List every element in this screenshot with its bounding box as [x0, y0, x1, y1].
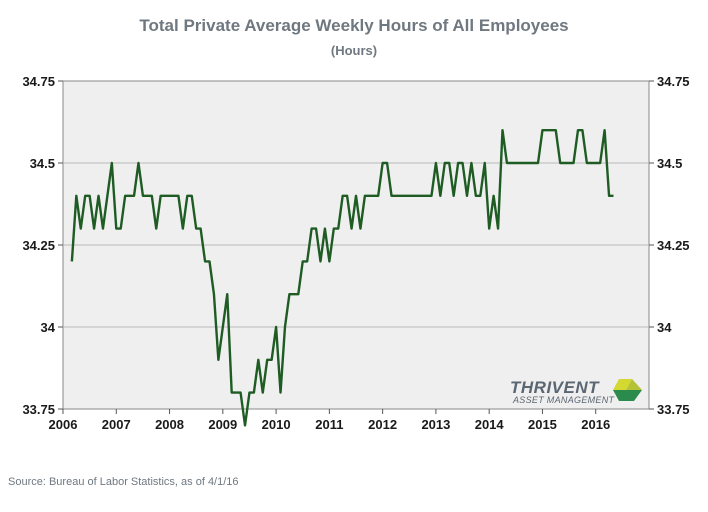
x-tick-label: 2013	[421, 417, 450, 432]
y-tick-label-left: 34.75	[22, 74, 55, 89]
x-tick-label: 2014	[475, 417, 505, 432]
y-tick-label-left: 33.75	[22, 402, 55, 417]
y-axis-right: 33.75 34 34.25 34.5 34.75	[649, 74, 690, 417]
y-axis-left: 33.75 34 34.25 34.5 34.75	[22, 74, 63, 417]
series-line	[70, 129, 614, 427]
y-tick-label-right: 34	[657, 320, 672, 335]
x-tick-label: 2009	[208, 417, 237, 432]
x-tick-label: 2012	[368, 417, 397, 432]
x-tick-label: 2007	[102, 417, 131, 432]
y-tick-label-right: 34.25	[657, 238, 690, 253]
y-tick-label-right: 33.75	[657, 402, 690, 417]
chart-title: Total Private Average Weekly Hours of Al…	[139, 16, 568, 35]
x-tick-label: 2016	[581, 417, 610, 432]
y-tick-label-left: 34	[41, 320, 56, 335]
x-axis: 2006 2007 2008 2009 2010 2011 2012 2013 2014 2015…	[49, 409, 610, 432]
y-tick-label-right: 34.75	[657, 74, 690, 89]
y-tick-label-right: 34.5	[657, 156, 682, 171]
logo-name: THRIVENT	[510, 378, 600, 397]
x-tick-label: 2010	[262, 417, 291, 432]
logo-mark-icon	[613, 379, 642, 401]
y-tick-label-left: 34.25	[22, 238, 55, 253]
x-tick-label: 2006	[49, 417, 78, 432]
y-tick-label-left: 34.5	[30, 156, 55, 171]
thrivent-logo: THRIVENT ASSET MANAGEMENT	[510, 378, 642, 405]
x-tick-label: 2008	[155, 417, 184, 432]
x-tick-label: 2015	[528, 417, 557, 432]
chart-subtitle: (Hours)	[331, 43, 377, 58]
logo-tagline: ASSET MANAGEMENT	[512, 395, 616, 405]
x-tick-label: 2011	[315, 417, 343, 432]
gridlines	[63, 162, 649, 328]
source-note: Source: Bureau of Labor Statistics, as o…	[8, 476, 239, 488]
